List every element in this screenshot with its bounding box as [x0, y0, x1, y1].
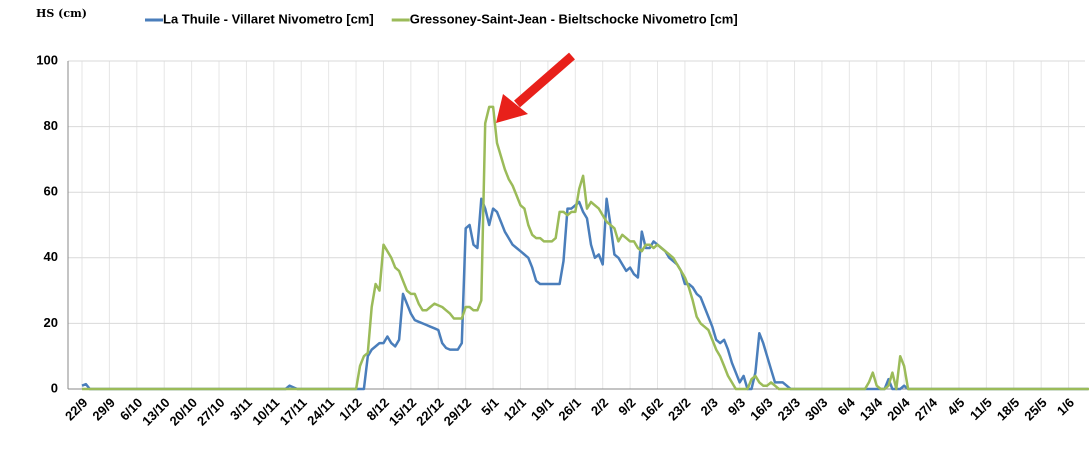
x-tick-label: 6/4	[835, 394, 859, 418]
x-tick-label: 24/11	[304, 395, 337, 428]
x-tick-label: 15/12	[386, 395, 420, 429]
x-tick-label: 2/3	[697, 395, 720, 418]
legend-label: Gressoney-Saint-Jean - Bieltschocke Nivo…	[410, 11, 738, 26]
x-tick-label: 27/10	[194, 395, 228, 429]
y-tick-label: 100	[36, 52, 58, 67]
arrow-shaft	[514, 52, 575, 108]
x-tick-label: 25/5	[1021, 395, 1050, 424]
y-tick-label: 60	[44, 184, 58, 199]
x-tick-label: 9/3	[725, 395, 748, 418]
x-tick-label: 29/9	[89, 395, 118, 424]
x-tick-label: 19/1	[528, 395, 557, 424]
x-tick-label: 30/3	[802, 395, 831, 424]
y-tick-label: 20	[44, 315, 58, 330]
x-tick-label: 17/11	[277, 395, 310, 428]
y-tick-label: 40	[44, 249, 58, 264]
series-line	[82, 105, 1089, 391]
x-tick-label: 22/12	[413, 395, 447, 429]
x-tick-label: 22/9	[62, 395, 91, 424]
x-tick-label: 20/4	[884, 394, 913, 423]
x-tick-label: 16/3	[747, 395, 776, 424]
x-tick-label: 1/6	[1054, 395, 1077, 418]
x-tick-label: 18/5	[994, 395, 1023, 424]
x-tick-label: 13/10	[139, 395, 173, 429]
x-tick-label: 10/11	[249, 395, 282, 428]
series-line	[81, 197, 1089, 391]
x-tick-label: 4/5	[944, 395, 967, 418]
x-tick-label: 16/2	[638, 395, 667, 424]
x-tick-label: 9/2	[615, 395, 638, 418]
arrow-head	[496, 94, 528, 123]
y-tick-label: 0	[51, 380, 58, 395]
x-tick-label: 27/4	[912, 394, 941, 423]
legend-item: Gressoney-Saint-Jean - Bieltschocke Nivo…	[391, 11, 738, 26]
x-tick-label: 5/1	[478, 395, 501, 418]
x-tick-label: 23/3	[775, 395, 804, 424]
x-tick-label: 11/5	[967, 395, 995, 423]
y-axis-label: HS (cm)	[36, 7, 87, 20]
legend-label: La Thuile - Villaret Nivometro [cm]	[163, 11, 374, 26]
x-tick-label: 13/4	[857, 394, 886, 423]
x-tick-label: 2/2	[588, 395, 611, 418]
x-tick-label: 29/12	[441, 395, 475, 429]
annotation-arrow	[496, 52, 575, 123]
x-tick-label: 26/1	[555, 395, 584, 424]
y-tick-label: 80	[44, 118, 58, 133]
x-tick-label: 1/12	[336, 395, 365, 424]
x-tick-label: 20/10	[167, 395, 201, 429]
x-tick-label: 12/1	[501, 395, 530, 424]
x-tick-label: 23/2	[665, 395, 694, 424]
legend-item: La Thuile - Villaret Nivometro [cm]	[145, 11, 374, 26]
